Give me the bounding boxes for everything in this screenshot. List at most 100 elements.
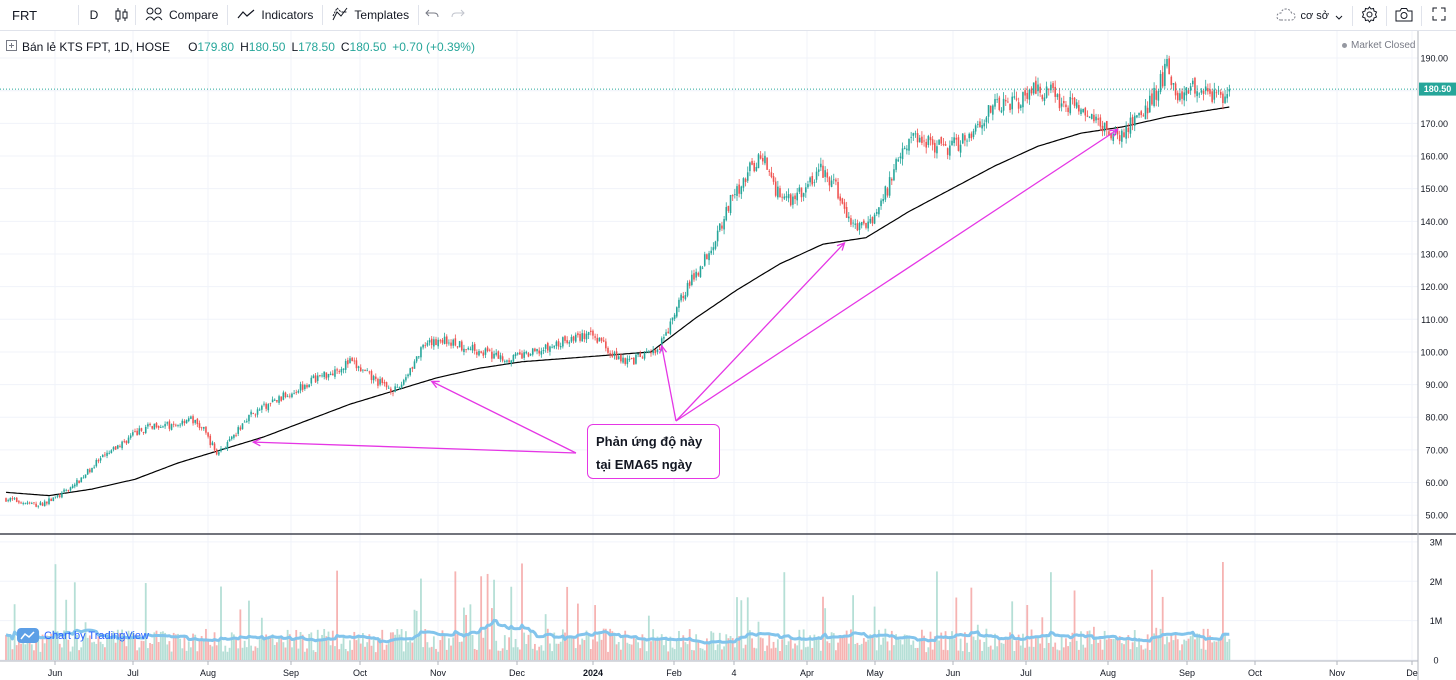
chart-type-button[interactable] [109,0,135,31]
toolbar-divider [1352,5,1353,26]
candle-body [622,357,624,363]
snapshot-button[interactable] [1387,0,1421,31]
volume-bar [1105,639,1108,660]
volume-bar [252,650,255,660]
candle-body [250,411,252,415]
candle-body [1176,92,1179,101]
collapse-legend-icon[interactable] [6,40,17,54]
candle-body [35,503,37,507]
volume-bar [91,642,93,660]
low-key: L [291,40,299,54]
volume-bar [65,599,68,660]
volume-bar [523,632,526,660]
candle-body [1226,94,1228,99]
candle-body [454,338,457,346]
annotation-callout[interactable]: Phản ứng độ này tại EMA65 ngày [587,424,720,479]
volume-bar [1211,642,1214,660]
volume-bar [84,622,87,660]
annotation-arrow-line [675,129,1118,422]
candle-body [1065,104,1067,108]
compare-button[interactable]: Compare [136,0,227,31]
candle-body [1106,121,1108,131]
candle-body [63,489,65,492]
candle-body [682,296,685,299]
chart-canvas[interactable]: 190.00180.00170.00160.00150.00140.00130.… [0,31,1456,680]
volume-bar [39,651,42,660]
redo-button[interactable] [445,0,471,31]
volume-bar [751,638,753,660]
volume-bar [357,634,360,660]
settings-button[interactable] [1353,0,1386,31]
candle-body [80,477,83,483]
candle-body [5,498,7,502]
indicators-button[interactable]: Indicators [228,0,322,31]
volume-bar [1204,649,1207,660]
candle-body [751,160,753,165]
volume-bar [52,630,55,660]
candle-body [1037,84,1039,92]
volume-bar [162,631,164,660]
candle-body [514,353,517,356]
volume-bar [888,650,891,660]
candle-body [1088,116,1091,118]
candle-body [190,416,192,419]
candle-body [69,487,72,491]
symbol-search-button[interactable]: FRT [0,0,78,31]
candle-body [562,337,564,347]
candle-body [121,441,123,449]
interval-button[interactable]: D [79,0,109,31]
volume-bar [858,645,861,660]
price-tick-label: 50.00 [1425,511,1448,521]
volume-bar [703,650,706,660]
price-tick-label: 130.00 [1420,249,1448,259]
candle-body [265,403,267,409]
candle-body [964,135,966,141]
high-key: H [240,40,249,54]
candle-body [1026,92,1029,99]
candle-body [555,341,558,346]
volume-bar [970,587,973,660]
volume-bar [508,637,510,660]
candle-body [600,337,603,341]
candle-body [1194,77,1196,94]
candle-body [581,333,583,342]
candle-body [289,395,291,397]
fullscreen-button[interactable] [1422,0,1456,31]
change-value: +0.70 (+0.39%) [392,40,475,54]
candle-body [1020,105,1022,108]
candle-body [639,353,642,358]
candle-body [663,337,665,339]
volume-bar [699,648,702,660]
volume-bar [387,641,390,660]
candle-body [1015,98,1018,100]
candle-body [506,360,508,362]
symbol-description: Bán lẻ KTS FPT, 1D, HOSE [22,40,171,54]
price-tick-label: 100.00 [1420,347,1448,357]
candle-body [583,333,586,339]
volume-bar [346,651,349,660]
candle-body [832,179,835,181]
candle-body [372,376,375,381]
volume-bar [258,639,261,660]
candle-body [903,147,906,149]
candle-body [1084,107,1087,116]
tradingview-watermark[interactable]: Chart by TradingView [17,628,149,643]
undo-button[interactable] [419,0,445,31]
candle-body [1179,93,1181,101]
volume-bar [301,634,304,660]
layout-button[interactable]: cơ sở [1267,0,1352,31]
candle-body [987,105,990,117]
volume-bar [1222,562,1224,660]
volume-bar [514,638,517,660]
candle-body [329,373,332,375]
candle-body [579,334,581,341]
volume-bar [99,641,102,660]
candle-body [422,344,424,348]
templates-button[interactable]: Templates [323,0,418,31]
candle-body [437,339,439,347]
candle-body [347,360,349,365]
candle-body [33,502,35,504]
candle-body [65,489,67,491]
candle-body [714,241,717,249]
candle-body [678,299,680,308]
